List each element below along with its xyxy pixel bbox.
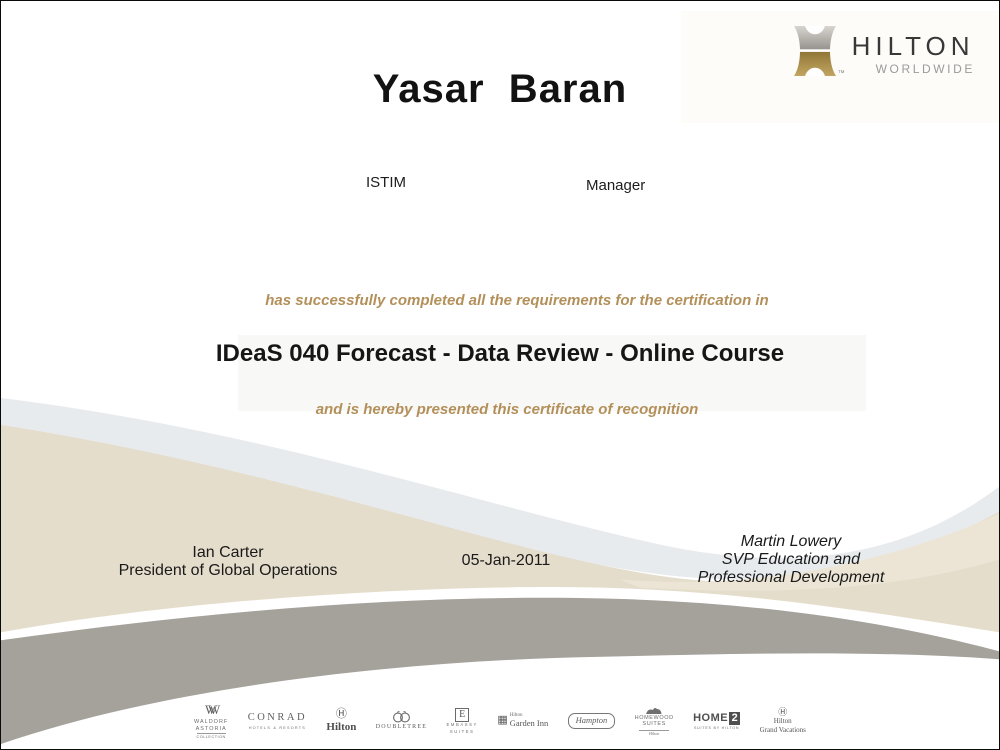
brand-text: SUITES [642,721,666,728]
course-title: IDeaS 040 Forecast - Data Review - Onlin… [215,340,785,367]
brand-logo-homewood-suites: HOMEWOOD SUITES Hilton [635,706,674,736]
brand-text: Garden Inn [509,717,549,728]
brand-text: SUITES [449,728,475,734]
hilton-worldwide-logo: ™ HILTON WORLDWIDE [681,11,999,123]
brand-text: Hilton [509,713,523,719]
completion-statement: has successfully completed all the requi… [265,292,769,309]
hilton-circle-h-icon: Ⓗ [335,707,347,720]
brand-text: CONRAD [247,711,308,723]
signer-left-name: Ian Carter [192,544,264,561]
brand-text: Hampton [567,713,616,729]
embassy-e-mark-icon: E [455,707,470,722]
swoosh-lightgray-band [1,397,999,580]
brand-text: HOTELS & RESORTS [248,725,307,730]
brand-logo-waldorf-astoria: W WALDORF ASTORIA COLLECTION [194,701,229,740]
brand-text: Grand Vacations [759,725,806,734]
swoosh-beige-band [1,424,999,633]
brand-text: COLLECTION [196,733,226,740]
brand-logo-doubletree: DOUBLETREE [376,711,427,731]
brand-text: Hilton [326,720,357,733]
presentation-statement: and is hereby presented this certificate… [315,401,699,418]
trademark-symbol: ™ [837,70,845,77]
brand-logo-hilton-grand-vacations: Ⓗ Hilton Grand Vacations [759,707,806,734]
recipient-hotel-code: ISTIM [366,174,406,191]
signature-block-left: Ian Carter President of Global Operation… [68,544,388,580]
recipient-name: Yasar Baran [372,67,628,111]
brand-logo-home2: HOME 2 SUITES BY HILTON [693,711,741,730]
logo-worldwide-text: WORLDWIDE [875,62,975,76]
swoosh-gray-band [1,597,999,745]
course-title-band [238,335,866,411]
homewood-duck-icon [646,707,662,714]
brand-text: EMBASSY [446,722,478,728]
recipient-job-title: Manager [586,177,646,194]
signer-left-title: President of Global Operations [118,562,338,579]
signer-right-title-line1: SVP Education and [721,551,861,568]
hilton-circle-h-icon: Ⓗ [778,707,788,718]
signer-right-title-line2: Professional Development [697,569,885,586]
signer-right-name: Martin Lowery [740,533,842,550]
brand-logo-embassy-suites: E EMBASSY SUITES [446,707,478,735]
certificate-date: 05-Jan-2011 [461,552,551,569]
signature-block-right: Martin Lowery SVP Education and Professi… [651,533,931,587]
brand-logo-hilton: Ⓗ Hilton [326,707,357,734]
brand-text: ASTORIA [195,725,227,732]
brand-text: HOMEWOOD [634,714,674,721]
brand-text: DOUBLETREE [375,724,428,731]
brand-text: Hilton [773,717,792,726]
brand-text: SUITES BY HILTON [693,725,740,730]
hilton-h-mark-icon [793,26,836,76]
logo-wordmark: HILTON WORLDWIDE [852,32,975,76]
doubletree-rings-icon [392,711,410,723]
logo-hilton-text: HILTON [851,31,975,61]
brand-logo-hilton-garden-inn: ▦ Hilton Garden Inn [497,713,548,729]
home2-square-icon: 2 [729,711,741,725]
brand-text: WALDORF [194,719,229,726]
swoosh-beige-highlight [619,513,999,591]
waldorf-astoria-mark-icon: W [205,701,217,717]
garden-inn-grid-icon: ▦ [497,714,508,727]
brand-logo-hampton: Hampton [567,713,616,729]
brand-logo-conrad: CONRAD HOTELS & RESORTS [248,712,307,730]
brand-text: Hilton [639,729,670,737]
brand-logos-row: W WALDORF ASTORIA COLLECTION CONRAD HOTE… [194,697,806,745]
brand-text: HOME [693,712,729,725]
